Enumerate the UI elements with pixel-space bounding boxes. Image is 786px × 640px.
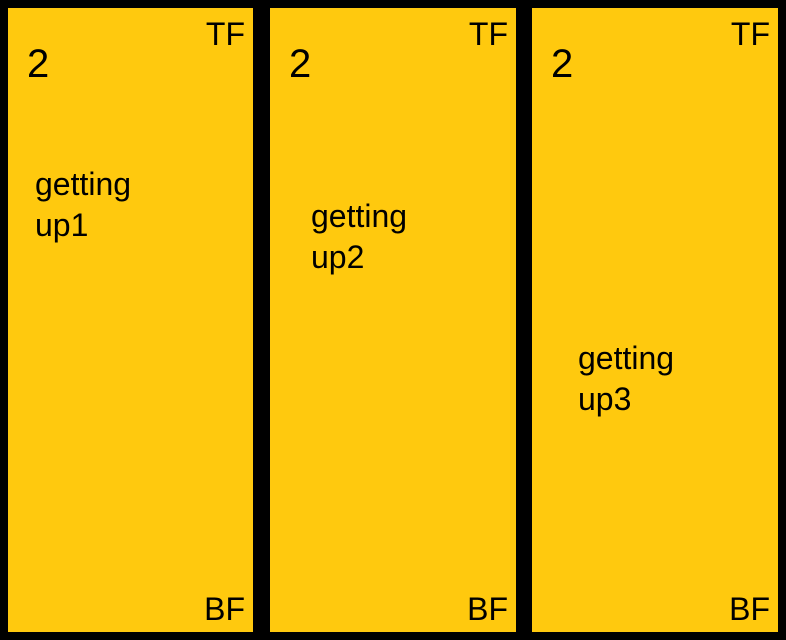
panel-caption: getting up1 xyxy=(35,166,132,243)
panel-number: 2 xyxy=(551,42,574,86)
panel-number: 2 xyxy=(27,42,50,86)
panel-top-label: TF xyxy=(468,16,508,52)
panel-3: TF 2 getting up3 BF xyxy=(532,8,778,632)
panel-bottom-label: BF xyxy=(729,591,770,627)
panel-number: 2 xyxy=(289,42,312,86)
panel-1: TF 2 getting up1 BF xyxy=(8,8,253,632)
panel-top-label: TF xyxy=(730,16,770,52)
panel-bottom-label: BF xyxy=(467,591,508,627)
panel-caption: getting up3 xyxy=(578,340,675,417)
panel-top-label: TF xyxy=(205,16,245,52)
panel-bottom-label: BF xyxy=(204,591,245,627)
panel-caption: getting up2 xyxy=(311,198,408,275)
panel-2: TF 2 getting up2 BF xyxy=(270,8,516,632)
